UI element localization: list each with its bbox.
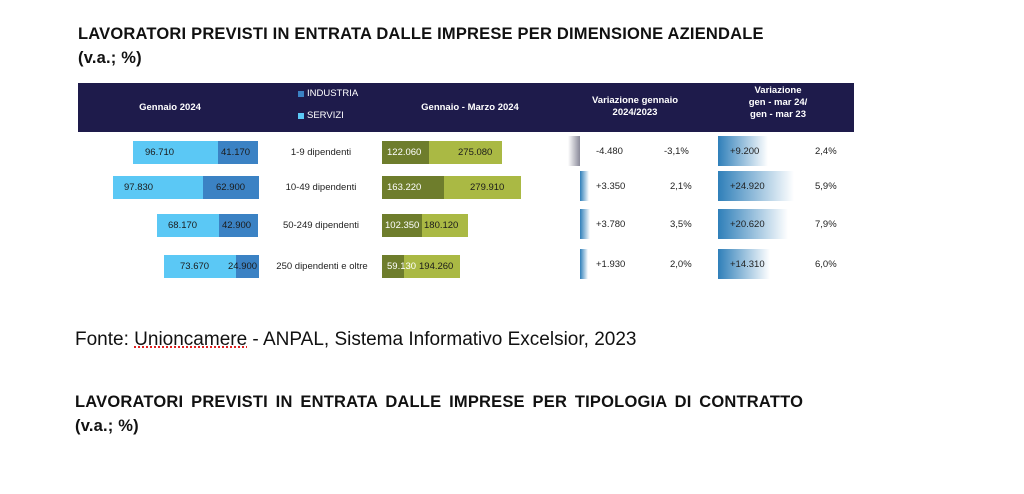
bar-var1-row3 [580, 209, 590, 239]
header-var1-line1: Variazione gennaio [591, 95, 679, 106]
legend-servizi: SERVIZI [298, 110, 344, 122]
chart-title-line1: LAVORATORI PREVISTI IN ENTRATA DALLE IMP… [78, 25, 764, 43]
val-jan-servizi-row2: 97.830 [124, 182, 154, 193]
chart-title: LAVORATORI PREVISTI IN ENTRATA DALLE IMP… [78, 22, 764, 70]
var2-num-row1: +9.200 [730, 146, 760, 157]
var2-pct-row1: 2,4% [815, 146, 837, 157]
bar-gm-servizi-row2 [444, 176, 521, 199]
val-gm-industria-row4: 59.130 [387, 261, 417, 272]
source-note: Fonte: Unioncamere - ANPAL, Sistema Info… [75, 328, 636, 352]
bar-var1-row2 [580, 171, 589, 201]
bar-gm-servizi-row3 [422, 214, 468, 237]
val-gm-servizi-row4: 194.260 [419, 261, 454, 272]
bar-var2-row3 [718, 209, 788, 239]
bar-jan-industria-row1 [218, 141, 258, 164]
source-publisher: Unioncamere [134, 329, 248, 350]
header-var2-line1: Variazione [754, 85, 802, 96]
var1-num-row3: +3.780 [596, 219, 626, 230]
val-jan-servizi-row3: 68.170 [168, 220, 198, 231]
bar-var2-row4 [718, 249, 770, 279]
bar-var2-row1 [718, 136, 768, 166]
row-label-3: 50-249 dipendenti [282, 220, 360, 231]
row-label-2: 10-49 dipendenti [285, 182, 357, 193]
legend-servizi-label: SERVIZI [307, 110, 344, 121]
var1-pct-row3: 3,5% [670, 219, 692, 230]
val-gm-servizi-row1: 275.080 [458, 147, 493, 158]
header-variazione-trimestre: Variazione gen - mar 24/ gen - mar 23 [728, 85, 828, 121]
var1-pct-row2: 2,1% [670, 181, 692, 192]
source-prefix: Fonte: [75, 329, 135, 350]
var1-num-row1: -4.480 [596, 146, 623, 157]
source-suffix: - ANPAL, Sistema Informativo Excelsior, … [247, 329, 637, 350]
bar-jan-industria-row3 [219, 214, 258, 237]
bar-jan-servizi-row1 [133, 141, 218, 164]
bar-gm-industria-row2 [382, 176, 444, 199]
row-label-1: 1-9 dipendenti [290, 147, 352, 158]
legend-industria-label: INDUSTRIA [307, 88, 359, 99]
header-gennaio-marzo-2024: Gennaio - Marzo 2024 [421, 102, 519, 113]
bar-var1-row4 [580, 249, 588, 279]
section-title-2-line1: LAVORATORI PREVISTI IN ENTRATA DALLE IMP… [75, 393, 804, 411]
bar-gm-industria-row4 [382, 255, 404, 278]
chart-title-unit: (v.a.; %) [78, 49, 142, 67]
var2-pct-row3: 7,9% [815, 219, 837, 230]
var2-num-row4: +14.310 [730, 259, 765, 270]
header-var2-line3: gen - mar 23 [750, 109, 806, 120]
legend-industria-swatch [298, 91, 304, 97]
var2-num-row3: +20.620 [730, 219, 765, 230]
bar-gm-servizi-row4 [404, 255, 460, 278]
var2-num-row2: +24.920 [730, 181, 765, 192]
bar-jan-industria-row4 [236, 255, 259, 278]
section-title-2: LAVORATORI PREVISTI IN ENTRATA DALLE IMP… [75, 390, 803, 438]
bar-var2-row2 [718, 171, 794, 201]
var1-pct-row4: 2,0% [670, 259, 692, 270]
header-var2-line2: gen - mar 24/ [748, 97, 808, 108]
bar-jan-servizi-row3 [157, 214, 219, 237]
bar-var1-row1 [568, 136, 580, 166]
header-gennaio-2024: Gennaio 2024 [139, 102, 201, 113]
val-jan-industria-row3: 42.900 [222, 220, 252, 231]
var1-num-row4: +1.930 [596, 259, 626, 270]
legend-servizi-swatch [298, 113, 304, 119]
var1-pct-row1: -3,1% [664, 146, 689, 157]
val-jan-industria-row2: 62.900 [216, 182, 246, 193]
val-jan-servizi-row1: 96.710 [145, 147, 175, 158]
header-var1-line2: 2024/2023 [612, 107, 658, 118]
header-variazione-gennaio: Variazione gennaio 2024/2023 [575, 95, 695, 119]
var1-num-row2: +3.350 [596, 181, 626, 192]
val-gm-servizi-row2: 279.910 [470, 182, 505, 193]
section-title-2-unit: (v.a.; %) [75, 417, 139, 435]
bar-gm-industria-row3 [382, 214, 422, 237]
bar-gm-servizi-row1 [429, 141, 502, 164]
bar-jan-industria-row2 [203, 176, 259, 199]
val-jan-industria-row1: 41.170 [221, 147, 251, 158]
val-gm-industria-row3: 102.350 [385, 220, 420, 231]
var2-pct-row2: 5,9% [815, 181, 837, 192]
val-gm-industria-row1: 122.060 [387, 147, 422, 158]
table-header-bar [78, 83, 854, 132]
legend-industria: INDUSTRIA [298, 88, 358, 100]
row-label-4: 250 dipendenti e oltre [276, 261, 368, 272]
val-gm-industria-row2: 163.220 [387, 182, 422, 193]
val-gm-servizi-row3: 180.120 [424, 220, 459, 231]
bar-jan-servizi-row2 [113, 176, 203, 199]
var2-pct-row4: 6,0% [815, 259, 837, 270]
val-jan-industria-row4: 24.900 [228, 261, 258, 272]
bar-gm-industria-row1 [382, 141, 429, 164]
bar-jan-servizi-row4 [164, 255, 236, 278]
val-jan-servizi-row4: 73.670 [180, 261, 210, 272]
